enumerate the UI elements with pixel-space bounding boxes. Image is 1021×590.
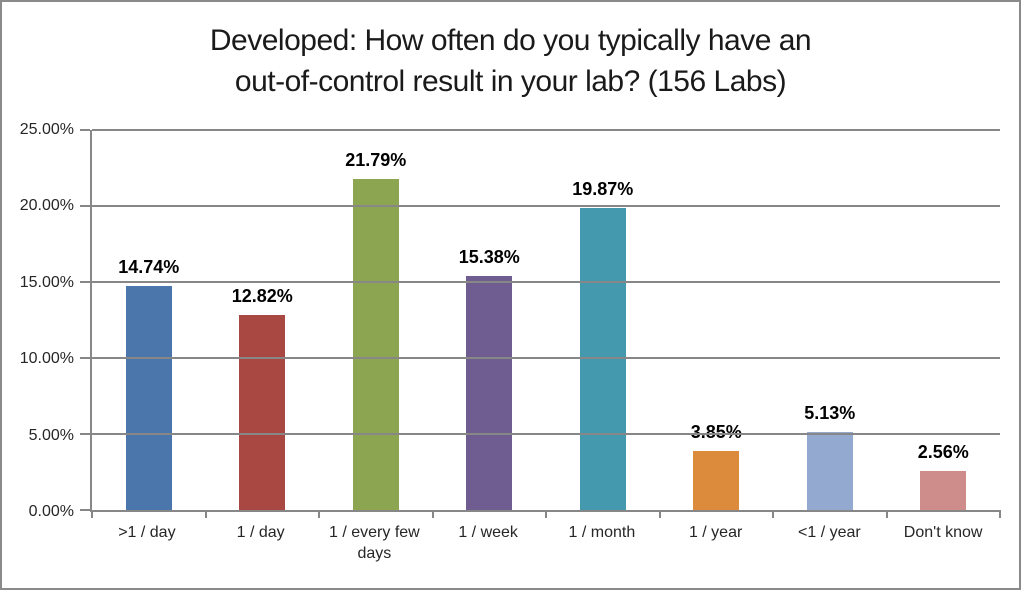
- x-axis-labels: >1 / day 1 / day 1 / every few days 1 / wee…: [90, 522, 1000, 564]
- bar-columns: 14.74% 12.82% 21.79% 15.38% 19.87% 3.85% 5.13%…: [92, 130, 1000, 510]
- bar-value-label: 15.38%: [458, 247, 520, 268]
- category-label: 1 / every few days: [329, 524, 420, 562]
- bar: [352, 178, 399, 510]
- category-label: 1 / week: [458, 524, 518, 541]
- y-tick-mark: [80, 129, 90, 131]
- bar-column: 19.87%: [546, 130, 660, 510]
- y-tick-label: 15.00%: [19, 273, 74, 291]
- y-tick-mark: [80, 205, 90, 207]
- y-tick-mark: [80, 281, 90, 283]
- x-tick-mark: [431, 510, 434, 518]
- bar: [466, 276, 513, 510]
- gridline: [92, 129, 1000, 131]
- bar-value-label: 12.82%: [231, 286, 293, 307]
- bar-value-label: 14.74%: [118, 256, 180, 277]
- x-tick-mark: [999, 510, 1001, 518]
- chart-title-line-2: out-of-control result in your lab? (156 …: [234, 65, 787, 98]
- x-tick-mark: [658, 510, 661, 518]
- y-tick-label: 5.00%: [28, 426, 74, 444]
- gridline: [92, 281, 1000, 283]
- y-tick-mark: [80, 357, 90, 359]
- y-axis-labels: 0.00% 5.00% 10.00% 15.00% 20.00% 25.00%: [2, 121, 90, 520]
- y-tick-label: 20.00%: [19, 197, 74, 215]
- category-label: Don't know: [903, 524, 983, 541]
- bar-value-label: 3.85%: [691, 422, 742, 443]
- bar-column: 3.85%: [660, 130, 774, 510]
- x-tick-mark: [545, 510, 547, 518]
- x-tick-mark: [91, 510, 93, 518]
- x-tick-mark: [204, 510, 207, 518]
- bar: [693, 451, 740, 510]
- plot-area: 14.74% 12.82% 21.79% 15.38% 19.87% 3.85% 5.13%…: [80, 129, 1001, 518]
- bar-column: 12.82%: [206, 130, 320, 510]
- bar: [239, 315, 286, 510]
- category-label: 1 / month: [568, 524, 636, 541]
- bar-column: 2.56%: [887, 130, 1001, 510]
- bar-value-label: 5.13%: [804, 403, 856, 424]
- gridline: [92, 433, 1000, 435]
- bar-column: 21.79%: [319, 130, 433, 510]
- bar-value-label: 19.87%: [572, 178, 634, 199]
- y-tick-mark: [80, 509, 90, 511]
- gridline: [92, 205, 1000, 207]
- y-tick-label: 10.00%: [19, 350, 74, 368]
- chart-title: Developed: How often do you typically ha…: [2, 20, 1019, 102]
- category-label: <1 / year: [798, 524, 861, 541]
- bar-column: 15.38%: [433, 130, 547, 510]
- bar: [806, 432, 853, 510]
- category-label: >1 / day: [118, 524, 176, 541]
- chart-title-line-1: Developed: How often do you typically ha…: [209, 24, 812, 57]
- bar-column: 5.13%: [773, 130, 887, 510]
- bar: [125, 285, 172, 510]
- y-tick-label: 25.00%: [19, 121, 74, 138]
- category-label: 1 / day: [236, 524, 285, 541]
- x-tick-mark: [885, 510, 888, 518]
- x-tick-mark: [772, 510, 774, 518]
- bar-value-label: 21.79%: [345, 149, 407, 170]
- bar-value-label: 2.56%: [917, 442, 969, 463]
- bar-column: 14.74%: [92, 130, 206, 510]
- category-label: 1 / year: [688, 524, 743, 541]
- y-tick-mark: [80, 433, 90, 435]
- y-tick-label: 0.00%: [28, 503, 74, 520]
- bar: [920, 471, 967, 510]
- x-tick-mark: [318, 510, 320, 518]
- gridline: [92, 357, 1000, 359]
